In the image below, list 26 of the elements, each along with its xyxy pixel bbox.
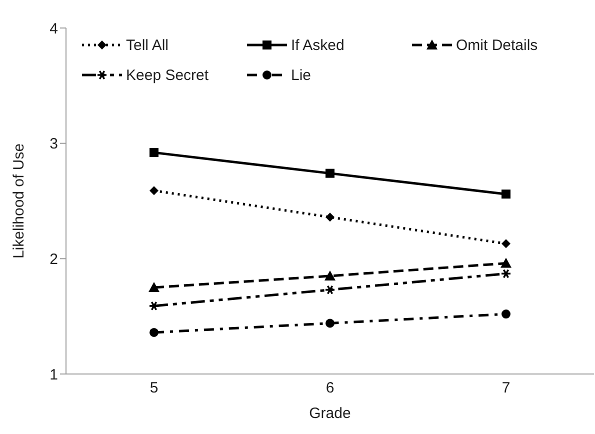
point [150, 186, 158, 196]
legend-label: If Asked [291, 36, 344, 54]
x-tick-label: 7 [502, 380, 510, 397]
point [326, 318, 334, 328]
legend-label: Keep Secret [126, 66, 209, 84]
point [324, 270, 336, 280]
point [148, 282, 160, 292]
x-axis-title: Grade [309, 405, 351, 422]
x-tick-label: 6 [326, 380, 334, 397]
point [500, 258, 512, 268]
point [502, 190, 510, 199]
y-tick-label: 3 [50, 136, 58, 153]
point [326, 212, 334, 222]
point [150, 148, 158, 158]
legend-label: Omit Details [456, 36, 538, 54]
y-tick-label: 1 [50, 366, 58, 384]
point [502, 310, 510, 319]
point [502, 239, 510, 248]
x-tick-label: 5 [150, 380, 158, 397]
y-tick-label: 4 [50, 20, 58, 38]
point [326, 168, 334, 178]
y-axis-title: Likelihood of Use [10, 143, 28, 259]
legend-label: Tell All [126, 36, 169, 54]
legend-label: Lie [291, 66, 312, 84]
y-tick-label: 2 [50, 250, 58, 268]
point [150, 328, 158, 337]
